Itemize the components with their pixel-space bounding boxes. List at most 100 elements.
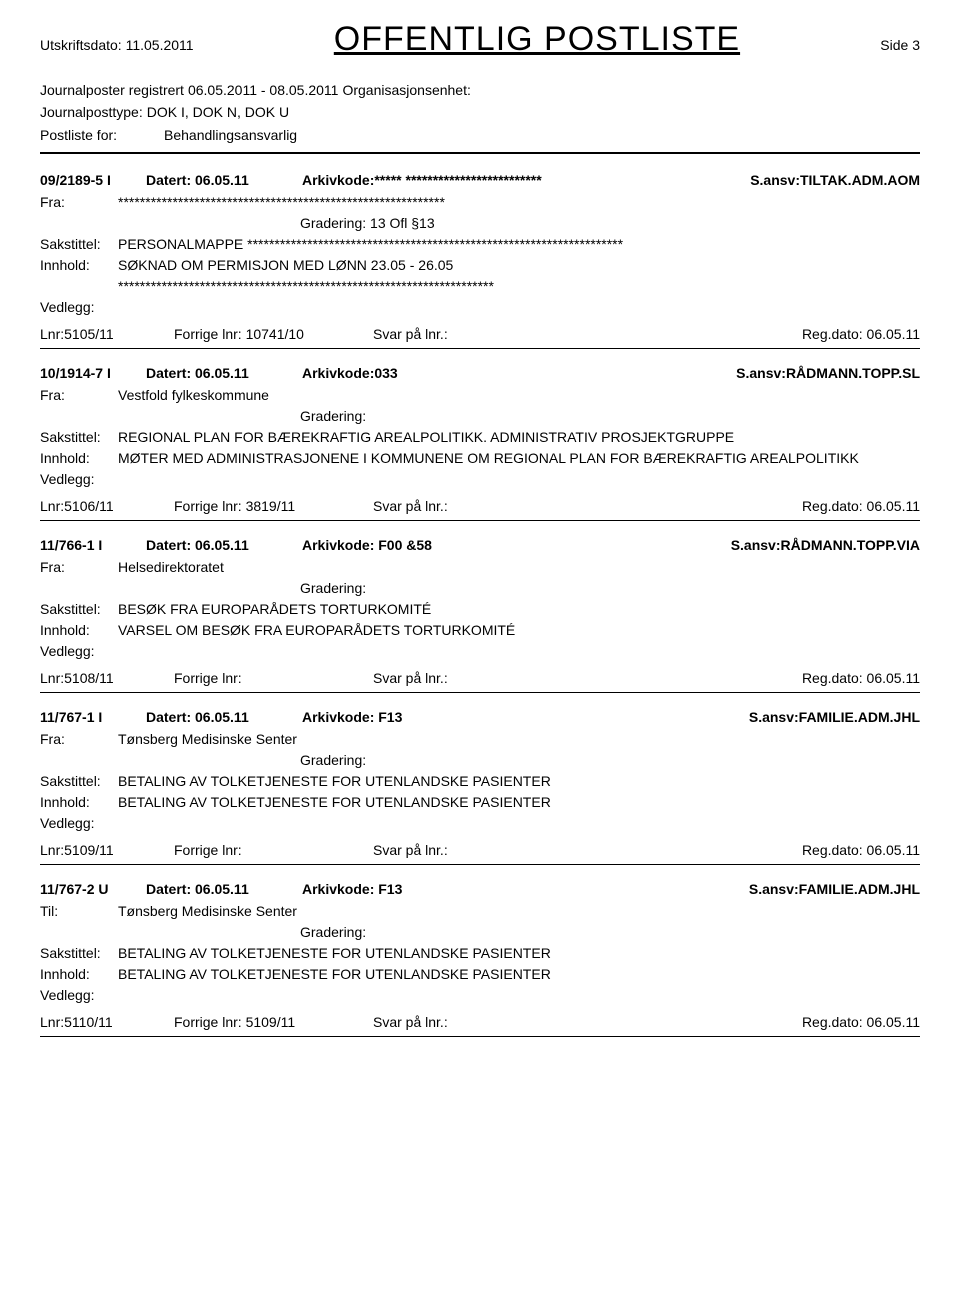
arkivkode: Arkivkode: F13: [302, 709, 733, 725]
forrige-lnr: Forrige lnr: 10741/10: [174, 326, 349, 342]
entry-header: 10/1914-7 IDatert: 06.05.11Arkivkode:033…: [40, 365, 920, 381]
journal-entry: 10/1914-7 IDatert: 06.05.11Arkivkode:033…: [40, 365, 920, 514]
sakstittel-line: Sakstittel:BETALING AV TOLKETJENESTE FOR…: [40, 771, 920, 792]
innhold-value: VARSEL OM BESØK FRA EUROPARÅDETS TORTURK…: [118, 620, 920, 641]
divider-thin: [40, 1036, 920, 1037]
svar-pa-lnr: Svar på lnr.:: [373, 842, 778, 858]
s-ansv: S.ansv:FAMILIE.ADM.JHL: [749, 881, 920, 897]
entries-container: 09/2189-5 I Datert: 06.05.11 Arkivkode:***…: [40, 172, 920, 1037]
arkivkode: Arkivkode: F13: [302, 881, 733, 897]
fra-label: Fra:: [40, 192, 110, 213]
fra-line: Fra: Helsedirektoratet: [40, 557, 920, 578]
subheader-line-1: Journalposter registrert 06.05.2011 - 08…: [40, 79, 920, 101]
lnr: Lnr:5108/11: [40, 670, 150, 686]
sakstittel-value: PERSONALMAPPE **************************…: [118, 234, 920, 255]
reg-dato: Reg.dato: 06.05.11: [802, 670, 920, 686]
divider-thin: [40, 692, 920, 693]
vedlegg-label: Vedlegg:: [40, 813, 110, 834]
page-side: Side 3: [880, 37, 920, 53]
sakstittel-label: Sakstittel:: [40, 599, 110, 620]
divider-thin: [40, 348, 920, 349]
entry-footer: Lnr:5108/11Forrige lnr:Svar på lnr.:Reg.…: [40, 670, 920, 686]
datert: Datert: 06.05.11: [146, 172, 286, 188]
divider-thick: [40, 152, 920, 154]
svar-pa-lnr: Svar på lnr.:: [373, 498, 778, 514]
innhold-line: Innhold:BETALING AV TOLKETJENESTE FOR UT…: [40, 792, 920, 813]
journalposttype-value: DOK I, DOK N, DOK U: [147, 101, 289, 123]
fra-value: Tønsberg Medisinske Senter: [118, 729, 920, 750]
org-enhet-label: Organisasjonsenhet:: [342, 79, 470, 101]
vedlegg-value: [118, 985, 920, 1006]
fra-value: Vestfold fylkeskommune: [118, 385, 920, 406]
innhold-line: Innhold: MØTER MED ADMINISTRASJONENE I KO…: [40, 448, 920, 469]
datert: Datert: 06.05.11: [146, 537, 286, 553]
journalposttype-label: Journalposttype:: [40, 101, 143, 123]
print-date-value: 11.05.2011: [126, 37, 194, 53]
case-id: 11/766-1 I: [40, 537, 130, 553]
entry-footer: Lnr:5110/11Forrige lnr: 5109/11Svar på l…: [40, 1014, 920, 1030]
vedlegg-value: [118, 813, 920, 834]
fra-label: Fra:: [40, 557, 110, 578]
fra-line: Fra: Vestfold fylkeskommune: [40, 385, 920, 406]
fra-line: Fra:Tønsberg Medisinske Senter: [40, 729, 920, 750]
vedlegg-value: [118, 469, 920, 490]
fra-label: Fra:: [40, 385, 110, 406]
journal-entry: 09/2189-5 I Datert: 06.05.11 Arkivkode:***…: [40, 172, 920, 342]
svar-pa-lnr: Svar på lnr.:: [373, 1014, 778, 1030]
innhold-label: Innhold:: [40, 255, 110, 276]
gradering-line: Gradering:: [300, 750, 920, 771]
page-title: OFFENTLIG POSTLISTE: [334, 20, 740, 59]
entry-footer: Lnr:5105/11Forrige lnr: 10741/10Svar på …: [40, 326, 920, 342]
page-header: Utskriftsdato: 11.05.2011 OFFENTLIG POST…: [40, 20, 920, 59]
innhold-label: Innhold:: [40, 620, 110, 641]
innhold-label: Innhold:: [40, 448, 110, 469]
datert: Datert: 06.05.11: [146, 709, 286, 725]
innhold-label: Innhold:: [40, 964, 110, 985]
fra-label: Til:: [40, 901, 110, 922]
sakstittel-line: Sakstittel: PERSONALMAPPE ***************…: [40, 234, 920, 255]
vedlegg-value: [118, 297, 920, 318]
sakstittel-value: BETALING AV TOLKETJENESTE FOR UTENLANDSK…: [118, 771, 920, 792]
innhold-value: MØTER MED ADMINISTRASJONENE I KOMMUNENE …: [118, 448, 920, 469]
subheader-line-2: Journalposttype: DOK I, DOK N, DOK U: [40, 101, 920, 123]
sakstittel-label: Sakstittel:: [40, 234, 110, 255]
reg-dato: Reg.dato: 06.05.11: [802, 498, 920, 514]
fra-value: ****************************************…: [118, 192, 920, 213]
s-ansv: S.ansv:RÅDMANN.TOPP.SL: [736, 365, 920, 381]
innhold-value: SØKNAD OM PERMISJON MED LØNN 23.05 - 26.…: [118, 255, 920, 276]
entry-footer: Lnr:5106/11Forrige lnr: 3819/11Svar på l…: [40, 498, 920, 514]
journalposter-dates: 06.05.2011 - 08.05.2011: [188, 79, 339, 101]
gradering-line: Gradering:: [300, 406, 920, 427]
fra-value: Helsedirektoratet: [118, 557, 920, 578]
arkivkode: Arkivkode:***** ************************…: [302, 172, 734, 188]
entry-header: 11/766-1 IDatert: 06.05.11Arkivkode: F00…: [40, 537, 920, 553]
extra-line: ****************************************…: [40, 276, 920, 297]
journal-entry: 11/767-1 IDatert: 06.05.11Arkivkode: F13…: [40, 709, 920, 858]
arkivkode: Arkivkode:033: [302, 365, 720, 381]
entry-header: 11/767-1 IDatert: 06.05.11Arkivkode: F13…: [40, 709, 920, 725]
entry-header: 11/767-2 UDatert: 06.05.11Arkivkode: F13…: [40, 881, 920, 897]
case-id: 11/767-2 U: [40, 881, 130, 897]
forrige-lnr: Forrige lnr:: [174, 842, 349, 858]
divider-thin: [40, 520, 920, 521]
fra-value: Tønsberg Medisinske Senter: [118, 901, 920, 922]
vedlegg-value: [118, 641, 920, 662]
sakstittel-line: Sakstittel:BETALING AV TOLKETJENESTE FOR…: [40, 943, 920, 964]
subheader-line-3: Postliste for: Behandlingsansvarlig: [40, 124, 920, 146]
journal-entry: 11/766-1 IDatert: 06.05.11Arkivkode: F00…: [40, 537, 920, 686]
lnr: Lnr:5109/11: [40, 842, 150, 858]
reg-dato: Reg.dato: 06.05.11: [802, 842, 920, 858]
vedlegg-label: Vedlegg:: [40, 469, 110, 490]
sakstittel-line: Sakstittel:BESØK FRA EUROPARÅDETS TORTUR…: [40, 599, 920, 620]
vedlegg-line: Vedlegg:: [40, 297, 920, 318]
sakstittel-value: BETALING AV TOLKETJENESTE FOR UTENLANDSK…: [118, 943, 920, 964]
vedlegg-label: Vedlegg:: [40, 641, 110, 662]
entry-header: 09/2189-5 I Datert: 06.05.11 Arkivkode:***…: [40, 172, 920, 188]
postliste-for-label: Postliste for:: [40, 124, 160, 146]
vedlegg-label: Vedlegg:: [40, 985, 110, 1006]
vedlegg-label: Vedlegg:: [40, 297, 110, 318]
case-id: 09/2189-5 I: [40, 172, 130, 188]
innhold-value: BETALING AV TOLKETJENESTE FOR UTENLANDSK…: [118, 964, 920, 985]
innhold-line: Innhold: SØKNAD OM PERMISJON MED LØNN 23.…: [40, 255, 920, 276]
fra-line: Fra: ************************************…: [40, 192, 920, 213]
